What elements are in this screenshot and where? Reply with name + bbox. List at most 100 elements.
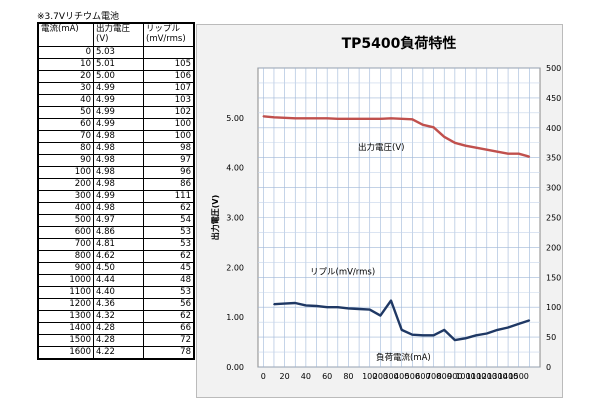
data-point	[305, 304, 307, 307]
cell-current: 70	[37, 130, 94, 143]
cell-current: 40	[37, 94, 94, 107]
x-tick-label: 60	[322, 372, 332, 381]
data-point	[315, 117, 318, 120]
data-point	[368, 118, 371, 120]
data-point	[400, 329, 403, 331]
table-header-row: 電流(mA) 出力電圧 (V) リップル (mV/rms)	[37, 22, 195, 47]
x-tick-label: 900	[447, 372, 462, 381]
cell-current: 80	[37, 142, 94, 155]
data-point	[294, 117, 297, 120]
data-point	[432, 126, 435, 129]
load-characteristic-chart: TP5400負荷特性 0.00 1.00 2.00 3.00 4.00 5.00 0 50 100…	[210, 35, 561, 381]
data-point	[454, 141, 456, 144]
data-point	[485, 332, 488, 335]
cell-voltage: 4.28	[93, 322, 144, 335]
cell-voltage: 4.28	[93, 334, 144, 347]
table-body: 0 5.03 10 5.01 105 20 5.00 106 30 4.99 107 40 4.99 10…	[37, 46, 195, 360]
data-point	[379, 314, 382, 317]
cell-voltage: 5.03	[93, 46, 144, 59]
x-tick-label: 40	[301, 372, 311, 381]
data-point	[411, 118, 414, 121]
cell-ripple	[143, 46, 195, 59]
table-row: 100 4.98 96	[37, 166, 195, 179]
x-tick-label: 0	[261, 372, 266, 381]
data-point	[326, 117, 328, 120]
table-row: 1300 4.32 62	[37, 310, 195, 323]
cell-current: 1400	[37, 322, 94, 335]
data-point	[475, 146, 477, 149]
x-tick-label: 20	[280, 372, 290, 381]
series-line-voltage	[263, 115, 530, 158]
y-left-tick-label: 4.00	[226, 164, 244, 173]
cell-voltage: 4.98	[93, 166, 144, 179]
header-ripple: リップル (mV/rms)	[143, 22, 195, 47]
cell-current: 600	[37, 226, 94, 239]
cell-ripple: 53	[143, 226, 195, 239]
table-row: 90 4.98 97	[37, 154, 195, 167]
x-tick-label: 500	[405, 372, 420, 381]
data-point	[517, 152, 520, 155]
cell-voltage: 4.86	[93, 226, 144, 239]
x-tick-label: 80	[343, 372, 353, 381]
data-point	[507, 326, 509, 329]
table-row: 0 5.03	[37, 46, 195, 59]
cell-current: 0	[37, 46, 94, 59]
data-point	[326, 306, 328, 309]
data-point	[390, 117, 392, 120]
cell-current: 300	[37, 190, 94, 203]
cell-voltage: 4.81	[93, 238, 144, 251]
cell-current: 500	[37, 214, 94, 227]
annotation-load-current: 負荷電流(mA)	[376, 352, 431, 363]
data-point	[358, 308, 360, 310]
data-point	[368, 308, 371, 311]
y-left-tick-label: 3.00	[226, 214, 244, 223]
y-left-tick-label: 2.00	[226, 263, 244, 272]
table-row: 1200 4.36 56	[37, 298, 195, 311]
x-tick-label: 1000	[455, 372, 475, 381]
data-point	[496, 150, 499, 153]
cell-ripple: 100	[143, 130, 195, 143]
cell-ripple: 106	[143, 70, 195, 83]
cell-ripple: 102	[143, 106, 195, 119]
table-row: 300 4.99 111	[37, 190, 195, 203]
cell-ripple: 103	[143, 94, 195, 107]
y-right-tick-label: 50	[546, 333, 556, 342]
cell-voltage: 4.98	[93, 142, 144, 155]
cell-voltage: 4.97	[93, 214, 144, 227]
y-right-tick-label: 300	[546, 184, 561, 193]
data-point	[273, 116, 275, 119]
y-right-tick-label: 350	[546, 154, 561, 163]
cell-voltage: 4.98	[93, 202, 144, 215]
cell-ripple: 96	[143, 166, 195, 179]
data-point	[337, 118, 339, 120]
cell-current: 200	[37, 178, 94, 191]
cell-current: 1100	[37, 286, 94, 299]
cell-current: 20	[37, 70, 94, 83]
data-point	[432, 334, 435, 337]
data-point	[283, 117, 286, 119]
data-point	[347, 118, 350, 120]
data-point	[400, 118, 403, 120]
table-row: 60 4.99 100	[37, 118, 195, 131]
data-point	[443, 329, 446, 331]
battery-note: ※3.7Vリチウム電池	[37, 12, 120, 22]
data-point	[294, 302, 297, 304]
cell-voltage: 5.01	[93, 58, 144, 71]
y-right-tick-label: 150	[546, 273, 561, 282]
cell-ripple: 111	[143, 190, 195, 203]
data-point	[485, 148, 488, 151]
cell-ripple: 72	[143, 334, 195, 347]
cell-ripple: 98	[143, 142, 195, 155]
table-row: 400 4.98 62	[37, 202, 195, 215]
y-left-tick-label: 5.00	[226, 114, 244, 123]
cell-voltage: 4.99	[93, 82, 144, 95]
chart-title: TP5400負荷特性	[342, 35, 457, 52]
cell-voltage: 4.32	[93, 310, 144, 323]
table-row: 40 4.99 103	[37, 94, 195, 107]
cell-current: 400	[37, 202, 94, 215]
annotation-voltage: 出力電圧(V)	[358, 142, 404, 153]
data-point	[528, 155, 531, 158]
table-row: 20 5.00 106	[37, 70, 195, 83]
table-row: 200 4.98 86	[37, 178, 195, 191]
cell-ripple: 45	[143, 262, 195, 275]
